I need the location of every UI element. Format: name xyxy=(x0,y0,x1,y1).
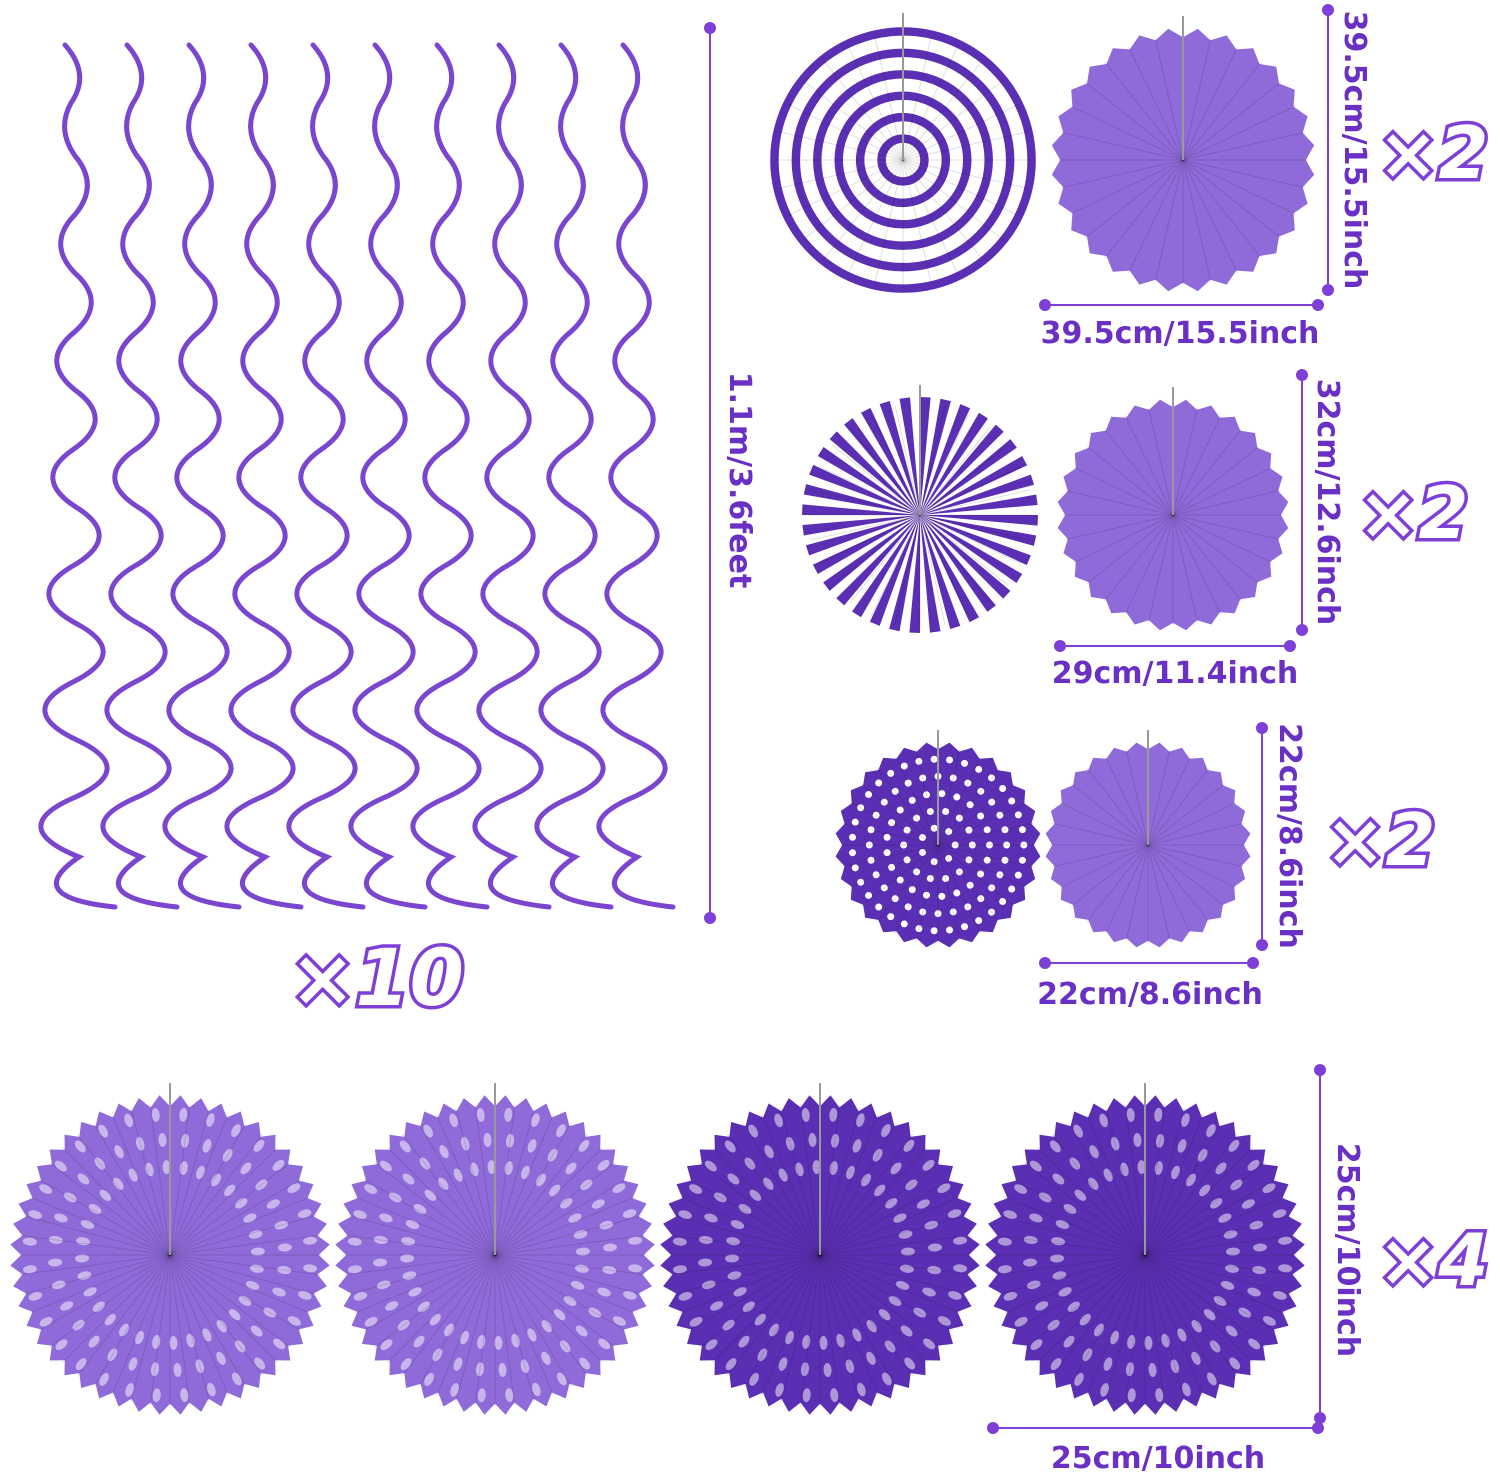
set1-height-label: 39.5cm/15.5inch xyxy=(1337,11,1372,290)
swirl xyxy=(472,42,552,910)
set1-width-label: 39.5cm/15.5inch xyxy=(1041,316,1320,351)
fan-stripes-concentric xyxy=(768,13,1038,295)
swirl xyxy=(534,42,614,910)
honeycomb-height-label: 25cm/10inch xyxy=(1330,1143,1365,1357)
swirl-length-label: 1.1m/3.6feet xyxy=(722,372,757,589)
fan-solid xyxy=(1045,730,1251,948)
set2-width-label: 29cm/11.4inch xyxy=(1052,656,1299,691)
honeycomb-count-badge: ×4 xyxy=(1378,1218,1488,1302)
fan-stripes-radial xyxy=(802,385,1038,633)
paper-fans xyxy=(10,13,1315,1415)
hanging-swirls xyxy=(38,42,676,910)
set3-height-label: 22cm/8.6inch xyxy=(1272,723,1307,949)
set3-width-label: 22cm/8.6inch xyxy=(1037,977,1263,1012)
fan-solid xyxy=(1057,387,1289,631)
swirl xyxy=(348,42,428,910)
set2-height-label: 32cm/12.6inch xyxy=(1310,379,1345,626)
swirl xyxy=(162,42,242,910)
set1-count-badge: ×2 xyxy=(1378,111,1488,195)
set2-count-badge: ×2 xyxy=(1358,471,1468,555)
dimension-lines xyxy=(704,4,1334,1434)
honeycomb-width-label: 25cm/10inch xyxy=(1051,1441,1265,1476)
set3-count-badge: ×2 xyxy=(1325,798,1435,882)
honeycomb-fan xyxy=(335,1083,655,1415)
fan-solid xyxy=(1051,16,1315,292)
swirl xyxy=(224,42,304,910)
swirl xyxy=(596,42,676,910)
honeycomb-fan xyxy=(660,1083,980,1415)
honeycomb-fan xyxy=(985,1083,1305,1415)
honeycomb-fan xyxy=(10,1083,330,1415)
swirl xyxy=(38,42,118,910)
swirl xyxy=(286,42,366,910)
swirl xyxy=(100,42,180,910)
swirl xyxy=(410,42,490,910)
fan-polka-dot xyxy=(835,730,1041,948)
swirl-count-badge: ×10 xyxy=(290,934,464,1024)
